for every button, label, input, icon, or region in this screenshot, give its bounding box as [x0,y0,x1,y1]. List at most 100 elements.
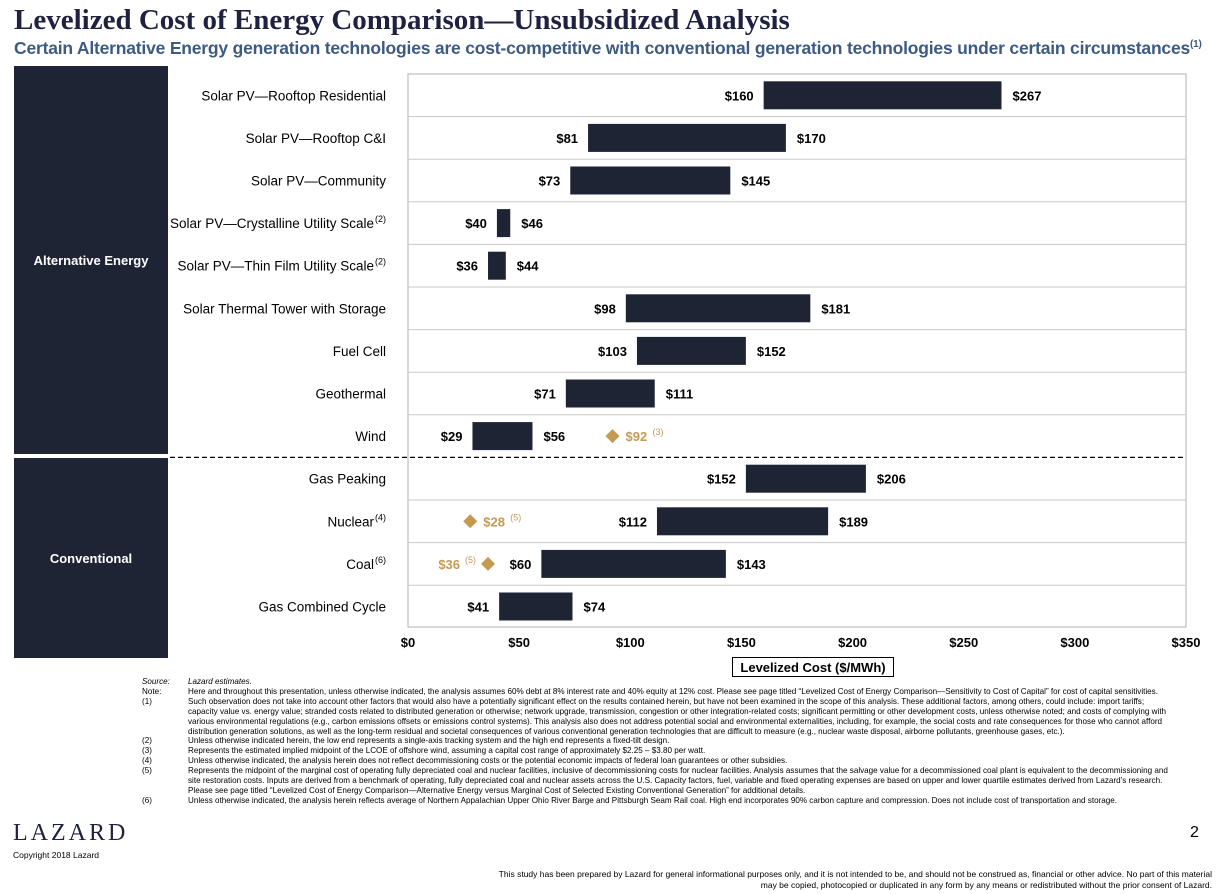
footnote-key: (3) [142,746,152,756]
footnote-key: Note: [142,686,162,696]
category-label: Solar PV—Rooftop C&I [246,131,386,146]
category-label: Solar Thermal Tower with Storage [183,301,386,316]
footnote-key: (6) [142,795,152,805]
footnote-text: Such observation does not take into acco… [188,696,1167,736]
high-value-label: $152 [757,344,786,359]
low-value-label: $81 [556,131,578,146]
subtitle-footnote: (1) [1190,39,1202,51]
lcoe-chart: Solar PV—Rooftop Residential $160 $267 Sola… [170,73,1201,650]
low-value-label: $73 [539,174,561,189]
footnote-key: (5) [142,766,152,776]
range-bar [636,336,746,365]
low-value-label: $41 [467,600,489,615]
x-tick-label: $100 [616,635,645,650]
range-bar [488,251,506,280]
low-value-label: $36 [456,259,478,274]
marker-footnote: (5) [465,555,476,565]
low-value-label: $98 [594,301,616,316]
range-bar [570,166,731,195]
category-label: Fuel Cell [333,344,386,359]
category-label: Nuclear [327,514,374,529]
footnote-text: Unless otherwise indicated, the analysis… [188,795,1118,805]
low-value-label: $71 [534,387,556,402]
low-value-label: $160 [725,88,754,103]
footnote-row: Note: Here and throughout this presentati… [142,687,1172,697]
footnote-key: Source: [142,677,170,686]
footnote-row: Source: Lazard estimates. [142,677,1172,687]
page-number: 2 [1190,824,1199,841]
range-bar [745,464,866,493]
range-bar [656,507,829,536]
high-value-label: $267 [1013,88,1042,103]
marker-footnote: (3) [653,427,664,437]
range-bar [541,549,726,578]
low-value-label: $60 [510,557,532,572]
group-band-alternative: Alternative Energy [14,66,168,454]
category-label: Coal [346,557,374,572]
range-bar [496,209,511,238]
footnote-row: (1) Such observation does not take into a… [142,697,1172,737]
x-axis-title: Levelized Cost ($/MWh) [732,657,894,677]
range-bar [565,379,655,408]
footnote-text: Lazard estimates. [188,677,252,686]
footnote-text: Here and throughout this presentation, u… [188,686,1158,696]
category-footnote: (6) [375,555,386,565]
range-bar [625,294,811,323]
high-value-label: $46 [521,216,543,231]
footnote-text: Represents the estimated implied midpoin… [188,746,706,756]
footnote-row: (3) Represents the estimated implied midp… [142,746,1172,756]
high-value-label: $206 [877,472,906,487]
marker-footnote: (5) [510,512,521,522]
x-tick-label: $0 [401,635,415,650]
x-tick-label: $300 [1060,635,1089,650]
high-value-label: $145 [741,174,770,189]
footnote-row: (4) Unless otherwise indicated, the analy… [142,756,1172,766]
page-subtitle: Certain Alternative Energy generation te… [14,38,1202,59]
footnote-key: (2) [142,736,152,746]
group-label-alternative: Alternative Energy [33,252,149,268]
category-label: Solar PV—Thin Film Utility Scale [177,259,374,274]
x-tick-label: $150 [727,635,756,650]
footnote-row: (5) Represents the midpoint of the margin… [142,766,1172,796]
x-tick-label: $50 [508,635,530,650]
category-label: Geothermal [315,387,386,402]
category-footnote: (2) [375,214,386,224]
marker-diamond [481,556,496,571]
low-value-label: $112 [619,514,647,529]
copyright-text: Copyright 2018 Lazard [13,850,100,860]
footnote-text: Unless otherwise indicated herein, the l… [188,736,670,746]
marker-diamond [463,514,478,529]
x-tick-label: $350 [1172,635,1201,650]
footnote-key: (1) [142,696,152,706]
subtitle-text: Certain Alternative Energy generation te… [14,38,1191,58]
marker-label: $36 [438,557,460,572]
category-label: Solar PV—Crystalline Utility Scale [170,216,374,231]
category-label: Gas Peaking [309,472,386,487]
page-title: Levelized Cost of Energy Comparison—Unsu… [14,4,790,36]
category-label: Gas Combined Cycle [258,600,386,615]
category-label: Solar PV—Rooftop Residential [201,88,386,103]
low-value-label: $29 [441,429,463,444]
category-label: Wind [355,429,386,444]
range-bar [763,81,1002,110]
high-value-label: $56 [543,429,565,444]
category-label: Solar PV—Community [251,174,386,189]
footnote-text: Represents the midpoint of the marginal … [188,766,1168,795]
x-tick-label: $250 [949,635,978,650]
footnote-key: (4) [142,756,152,766]
footnote-row: (6) Unless otherwise indicated, the analy… [142,796,1172,806]
group-band-conventional: Conventional [14,458,168,658]
marker-diamond [605,429,620,444]
high-value-label: $74 [583,600,605,615]
high-value-label: $111 [666,387,694,402]
footnote-text: Unless otherwise indicated, the analysis… [188,756,788,766]
low-value-label: $103 [598,344,627,359]
footnote-row: (2) Unless otherwise indicated herein, th… [142,736,1172,746]
low-value-label: $40 [465,216,487,231]
x-tick-label: $200 [838,635,867,650]
low-value-label: $152 [707,472,736,487]
footnotes: Source: Lazard estimates. Note: Here and th… [142,677,1172,806]
lazard-logo: LAZARD [13,820,129,846]
plot-frame [407,73,1187,628]
range-bar [472,422,533,451]
